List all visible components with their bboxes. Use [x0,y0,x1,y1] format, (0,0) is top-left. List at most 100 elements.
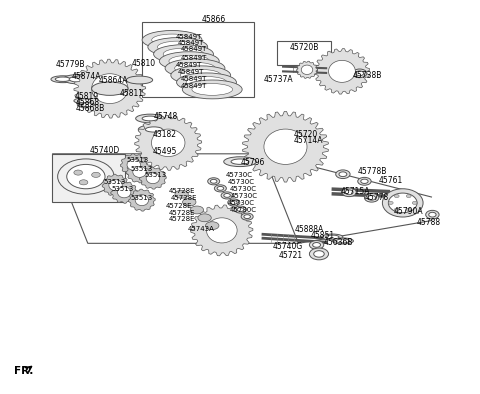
Ellipse shape [92,82,128,95]
Ellipse shape [429,212,436,217]
Polygon shape [297,61,318,78]
Ellipse shape [92,74,128,104]
Ellipse shape [198,214,211,222]
Text: 45849T: 45849T [181,83,207,89]
Ellipse shape [228,199,240,206]
Ellipse shape [342,188,356,197]
Ellipse shape [237,208,244,212]
Ellipse shape [63,74,96,84]
Ellipse shape [210,179,217,183]
Ellipse shape [135,195,149,206]
Ellipse shape [336,239,349,243]
Text: 45788: 45788 [417,218,441,227]
Text: 45730C: 45730C [228,200,255,206]
Text: 45790A: 45790A [393,207,423,216]
Ellipse shape [163,48,204,60]
Text: 45728E: 45728E [168,210,195,216]
Text: 45874A: 45874A [72,72,101,81]
Ellipse shape [310,248,328,260]
Ellipse shape [69,76,90,82]
Text: 45714A: 45714A [294,136,323,145]
Text: 45849T: 45849T [181,55,207,61]
Ellipse shape [264,129,307,164]
Ellipse shape [352,69,367,78]
Polygon shape [111,181,138,203]
Text: 53513: 53513 [104,179,126,185]
Ellipse shape [55,77,71,82]
Ellipse shape [79,180,88,185]
Text: 45778: 45778 [364,193,389,202]
Ellipse shape [301,65,313,74]
Ellipse shape [81,103,95,107]
Ellipse shape [388,193,417,213]
Ellipse shape [325,235,339,239]
Text: 45849T: 45849T [175,34,202,40]
Ellipse shape [336,170,350,178]
Ellipse shape [339,172,347,177]
Text: 45819: 45819 [75,92,99,101]
Text: 45743A: 45743A [187,226,214,232]
Ellipse shape [208,178,220,185]
Text: 45730C: 45730C [228,179,255,185]
Text: 45738B: 45738B [352,71,382,80]
Ellipse shape [224,157,256,167]
Text: 45849T: 45849T [181,46,207,52]
Text: 45720: 45720 [294,130,318,139]
Ellipse shape [388,201,393,204]
Ellipse shape [358,177,371,185]
Ellipse shape [180,69,221,81]
Ellipse shape [182,198,196,206]
Ellipse shape [126,76,153,84]
Ellipse shape [127,159,141,170]
Ellipse shape [74,98,95,104]
Ellipse shape [142,116,158,121]
Text: 45849T: 45849T [178,69,204,75]
Ellipse shape [312,243,321,247]
Ellipse shape [221,192,233,199]
Ellipse shape [322,234,343,240]
Ellipse shape [206,218,237,243]
Ellipse shape [175,190,188,198]
Ellipse shape [332,238,353,244]
Ellipse shape [192,84,233,95]
Ellipse shape [138,125,169,134]
Ellipse shape [241,213,253,220]
Text: 53513: 53513 [126,158,148,164]
Ellipse shape [224,193,230,197]
Ellipse shape [152,129,185,156]
Ellipse shape [148,37,208,56]
Ellipse shape [142,30,202,49]
Polygon shape [74,59,146,118]
Ellipse shape [310,241,324,249]
Ellipse shape [190,206,204,214]
Ellipse shape [328,60,355,82]
Text: 45864A: 45864A [99,76,128,84]
Ellipse shape [175,62,216,74]
Ellipse shape [77,102,98,108]
Polygon shape [120,154,147,176]
Text: 45778B: 45778B [357,167,386,176]
Ellipse shape [145,127,162,132]
Ellipse shape [154,45,214,63]
Text: 45761: 45761 [379,176,403,185]
Ellipse shape [169,55,210,67]
Ellipse shape [157,41,198,53]
Text: 53513: 53513 [112,186,134,192]
Ellipse shape [133,166,146,177]
Text: 45796: 45796 [241,158,265,167]
Text: 45811: 45811 [120,89,144,98]
Text: 45636B: 45636B [324,238,353,247]
Polygon shape [140,167,166,189]
Text: 45779B: 45779B [56,60,85,69]
Text: 45730C: 45730C [229,186,256,192]
Text: 45810: 45810 [131,59,156,68]
Ellipse shape [231,159,249,164]
Polygon shape [191,205,253,256]
Text: 45866: 45866 [202,15,226,24]
Text: 45728E: 45728E [170,195,197,201]
Ellipse shape [426,210,439,219]
Ellipse shape [182,80,242,99]
Text: 45728E: 45728E [169,216,196,222]
Ellipse shape [361,179,368,184]
Ellipse shape [109,180,122,191]
